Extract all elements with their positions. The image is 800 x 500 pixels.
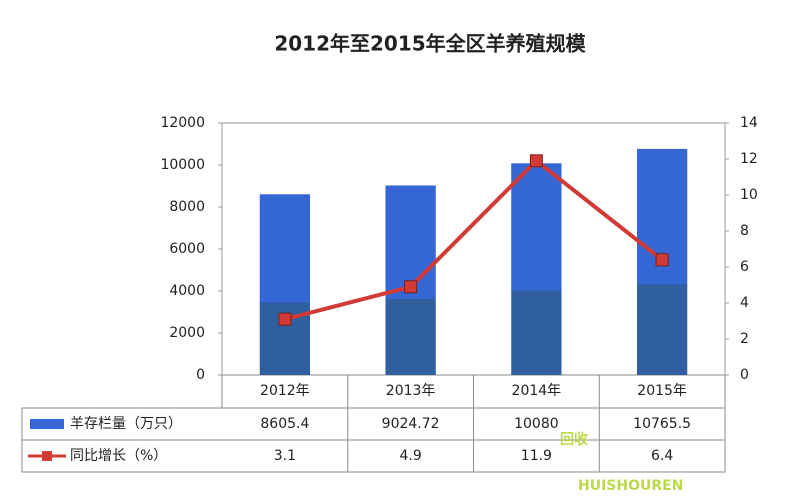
bar xyxy=(385,185,436,375)
x-tick-label: 2014年 xyxy=(512,383,562,399)
y2-tick-label: 6 xyxy=(740,259,749,275)
table-value: 3.1 xyxy=(274,448,296,464)
x-tick-label: 2012年 xyxy=(260,383,310,399)
marker xyxy=(278,312,292,326)
table-value: 10765.5 xyxy=(633,416,691,432)
y-tick-label: 10000 xyxy=(160,157,205,173)
y-tick-label: 6000 xyxy=(169,241,205,257)
chart-title: 2012年至2015年全区羊养殖规模 xyxy=(274,32,586,56)
table-value: 10080 xyxy=(514,416,559,432)
y2-tick-label: 0 xyxy=(740,367,749,383)
y2-tick-label: 2 xyxy=(740,331,749,347)
x-tick-label: 2013年 xyxy=(386,383,436,399)
table-value: 6.4 xyxy=(651,448,673,464)
y-tick-label: 4000 xyxy=(169,283,205,299)
y-tick-label: 0 xyxy=(196,367,205,383)
y2-tick-label: 12 xyxy=(740,151,758,167)
table-value: 4.9 xyxy=(399,448,421,464)
y-tick-label: 8000 xyxy=(169,199,205,215)
legend-marker xyxy=(42,451,52,461)
y2-tick-label: 4 xyxy=(740,295,749,311)
marker xyxy=(529,154,543,168)
watermark: 回收 xyxy=(560,431,589,448)
legend-label: 同比增长（%） xyxy=(70,448,167,464)
marker xyxy=(655,253,669,267)
legend-label: 羊存栏量（万只） xyxy=(70,416,182,432)
bar xyxy=(259,194,311,375)
line xyxy=(284,158,664,322)
table-value: 8605.4 xyxy=(260,416,309,432)
y2-tick-label: 8 xyxy=(740,223,749,239)
watermark: HUISHOUREN xyxy=(578,478,683,494)
marker xyxy=(404,280,418,294)
x-tick-label: 2015年 xyxy=(637,383,687,399)
y-tick-label: 12000 xyxy=(160,115,205,131)
bar xyxy=(511,163,562,375)
y-tick-label: 2000 xyxy=(169,325,205,341)
legend-swatch xyxy=(30,419,64,429)
table-value: 11.9 xyxy=(521,448,552,464)
y2-tick-label: 10 xyxy=(740,187,758,203)
y2-tick-label: 14 xyxy=(740,115,758,131)
table-row xyxy=(21,439,726,473)
table-value: 9024.72 xyxy=(382,416,440,432)
